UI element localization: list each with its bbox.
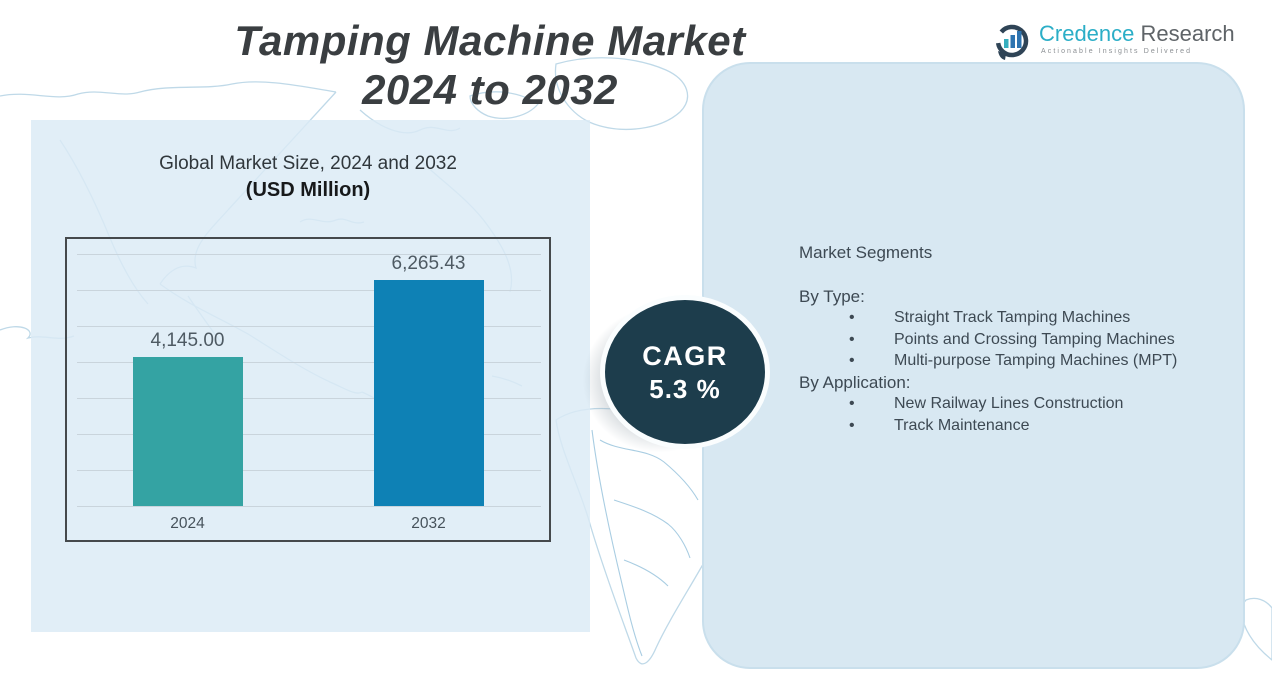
chart-title-line2: (USD Million) [245,179,371,201]
bar-2032 [373,280,484,506]
segment-group-label: By Application: [799,372,911,392]
gridline [77,434,541,435]
brand-logo: Credence Research Actionable Insights De… [991,22,1235,64]
cagr-badge: CAGR 5.3 % [600,295,770,449]
segment-item-text: Track Maintenance [894,416,1030,434]
bar-value-label: 4,145.00 [150,329,225,351]
segment-item: • Track Maintenance [799,415,1179,437]
logo-brand-name: Credence Research [1039,22,1235,46]
segments-heading: Market Segments [799,243,933,262]
page-title: Tamping Machine Market 2024 to 2032 [180,16,800,114]
page-title-line1: Tamping Machine Market [234,17,746,64]
bullet-icon: • [849,330,855,348]
segment-item: • New Railway Lines Construction [799,393,1179,415]
market-segments-content: Market Segments By Type: • Straight Track … [799,242,1179,436]
page-title-line2: 2024 to 2032 [362,66,618,113]
cagr-label: CAGR [642,340,728,371]
bullet-icon: • [849,352,855,369]
logo-brand-secondary: Research [1140,21,1235,46]
bar-2024 [132,356,243,506]
gridline [77,254,541,255]
segments-groups: By Type: • Straight Track Tamping Machines… [799,286,1179,437]
bar-category-label: 2024 [170,515,205,532]
gridline [77,362,541,363]
chart-panel-background [31,120,590,632]
bar-category-label: 2032 [411,515,446,532]
bullet-icon: • [849,395,855,412]
logo-tagline: Actionable Insights Delivered [1041,48,1193,55]
segment-item: • Points and Crossing Tamping Machines [799,329,1179,351]
market-segments-panel: Market Segments By Type: • Straight Track … [702,62,1245,669]
gridline [77,290,541,291]
segment-item-text: Straight Track Tamping Machines [894,309,1131,326]
bar-value-label: 6,265.43 [391,253,466,275]
segment-item: • Straight Track Tamping Machines [799,307,1179,329]
bullet-icon: • [849,309,855,326]
logo-bar-chart-icon [995,24,1029,60]
logo-brand-primary: Credence [1039,21,1135,46]
logo-text: Credence Research Actionable Insights De… [1039,22,1235,56]
chart-title-line1: Global Market Size, 2024 and 2032 [159,153,457,174]
gridline [77,470,541,471]
bullet-icon: • [849,416,855,434]
gridline [77,398,541,399]
segment-item: • Multi-purpose Tamping Machines (MPT) [799,350,1179,372]
bar-chart: 4,145.00 2024 6,265.43 2032 [65,237,551,542]
segment-group-label: By Type: [799,286,865,306]
segment-item-text: Points and Crossing Tamping Machines [894,330,1175,348]
bar-plot: 4,145.00 2024 6,265.43 2032 [67,239,549,540]
segment-item-text: Multi-purpose Tamping Machines (MPT) [894,352,1178,369]
gridline [77,506,541,507]
cagr-value: 5.3 % [649,373,721,404]
segment-item-text: New Railway Lines Construction [894,395,1124,412]
chart-title: Global Market Size, 2024 and 2032 (USD M… [65,150,551,204]
gridline [77,326,541,327]
